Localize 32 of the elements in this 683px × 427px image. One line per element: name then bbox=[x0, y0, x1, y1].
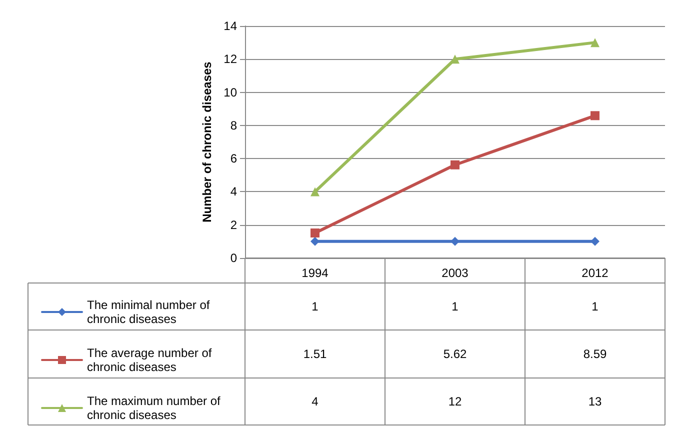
data-label: 1 bbox=[592, 300, 599, 314]
x-tick-label: 2003 bbox=[442, 266, 469, 280]
legend-label: The maximum number of chronic diseases bbox=[87, 394, 224, 422]
y-tick-label: 4 bbox=[230, 184, 238, 199]
point bbox=[450, 236, 460, 246]
legend-label: The average number of chronic diseases bbox=[87, 346, 216, 374]
point bbox=[310, 228, 320, 238]
y-tick-label: 0 bbox=[230, 251, 238, 265]
legend-label: The minimal number of chronic diseases bbox=[87, 298, 214, 326]
y-tick-label: 6 bbox=[230, 152, 238, 166]
y-tick-label: 8 bbox=[230, 118, 238, 132]
y-tick-label: 14 bbox=[224, 19, 238, 33]
x-tick-label: 2012 bbox=[582, 266, 609, 280]
point bbox=[310, 187, 320, 196]
data-label: 5.62 bbox=[443, 347, 467, 361]
point bbox=[450, 160, 460, 170]
y-tick-label: 2 bbox=[230, 218, 238, 232]
point bbox=[590, 236, 600, 246]
y-tick-label: 12 bbox=[224, 52, 238, 66]
data-label: 4 bbox=[312, 394, 319, 408]
point bbox=[310, 236, 320, 246]
data-label: 1 bbox=[452, 300, 459, 314]
x-tick-label: 1994 bbox=[302, 266, 329, 280]
y-axis-title: Number of chronic diseases bbox=[200, 61, 214, 222]
point bbox=[590, 111, 600, 120]
point bbox=[590, 38, 600, 48]
data-label: 12 bbox=[448, 394, 462, 408]
data-label: 13 bbox=[588, 394, 602, 408]
data-label: 1.51 bbox=[303, 347, 327, 361]
y-tick-label: 10 bbox=[224, 85, 238, 100]
data-label: 8.59 bbox=[583, 347, 607, 361]
data-label: 1 bbox=[312, 300, 319, 314]
